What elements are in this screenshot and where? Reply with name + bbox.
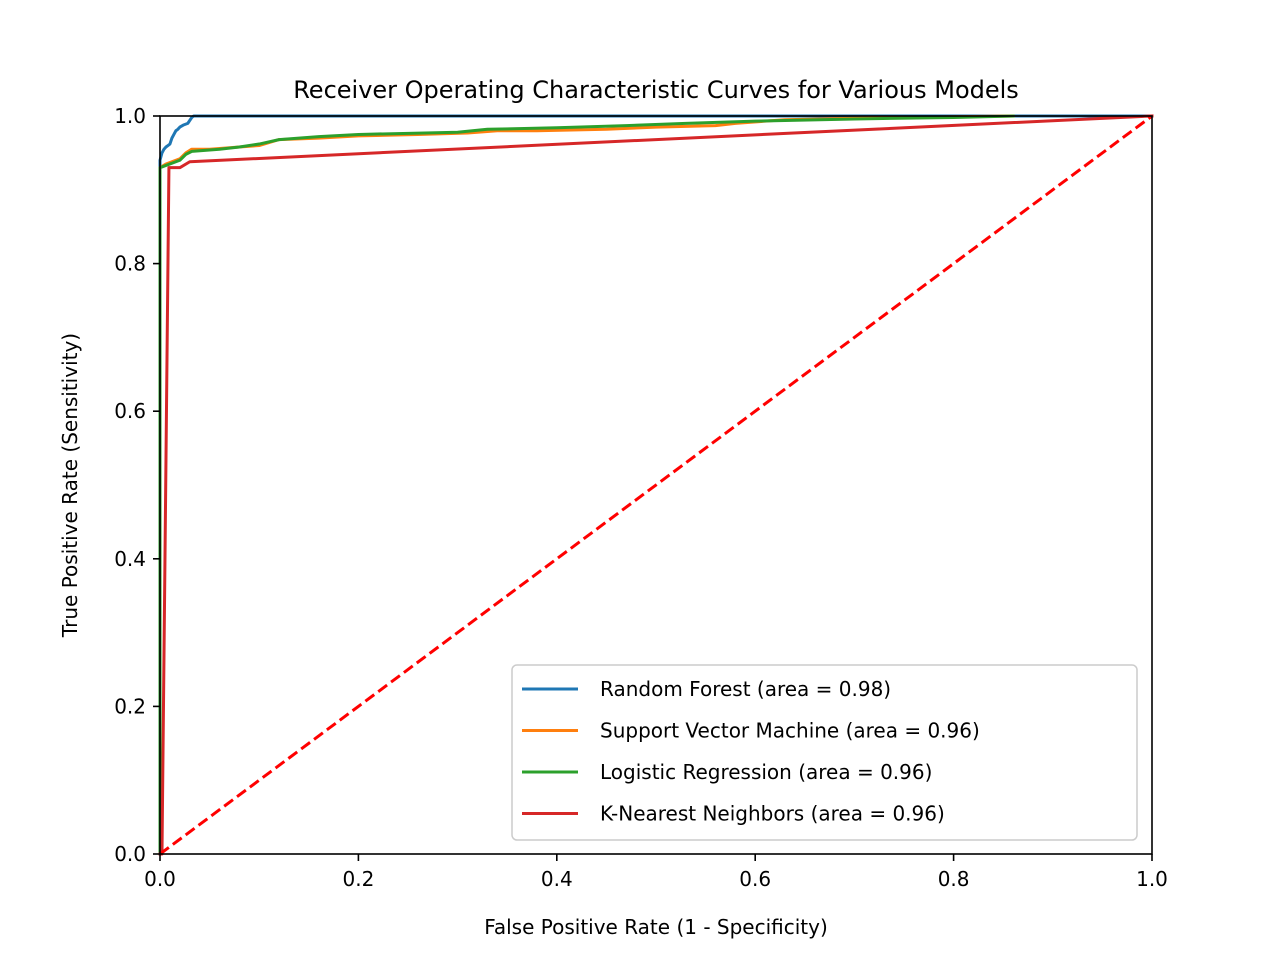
chart-title: Receiver Operating Characteristic Curves… xyxy=(293,76,1019,104)
x-tick-label: 0.2 xyxy=(342,867,374,891)
x-tick-label: 0.6 xyxy=(739,867,771,891)
legend-label-1: Support Vector Machine (area = 0.96) xyxy=(600,719,980,743)
y-tick-label: 0.0 xyxy=(114,842,146,866)
legend-label-3: K-Nearest Neighbors (area = 0.96) xyxy=(600,802,945,826)
legend-box xyxy=(511,664,1138,841)
y-tick-label: 0.8 xyxy=(114,252,146,276)
x-tick-label: 0.0 xyxy=(144,867,176,891)
y-tick-label: 1.0 xyxy=(114,104,146,128)
series-line-2 xyxy=(158,114,1015,856)
y-tick-label: 0.2 xyxy=(114,694,146,718)
legend-label-0: Random Forest (area = 0.98) xyxy=(600,677,891,701)
y-axis: 0.0 0.2 0.4 0.6 0.8 1.0 xyxy=(114,104,160,866)
legend: Random Forest (area = 0.98) Support Vecto… xyxy=(511,664,1138,841)
plot-frame xyxy=(159,115,1153,855)
x-axis: 0.0 0.2 0.4 0.6 0.8 1.0 xyxy=(144,854,1168,891)
x-axis-title: False Positive Rate (1 - Specificity) xyxy=(484,915,828,939)
x-tick-label: 0.8 xyxy=(938,867,970,891)
legend-label-2: Logistic Regression (area = 0.96) xyxy=(600,760,932,784)
y-tick-label: 0.6 xyxy=(114,399,146,423)
series-line-0 xyxy=(158,114,1154,856)
reference-diagonal-line xyxy=(159,114,1153,856)
x-tick-label: 1.0 xyxy=(1136,867,1168,891)
y-axis-title: True Positive Rate (Sensitivity) xyxy=(58,333,82,638)
x-tick-label: 0.4 xyxy=(541,867,573,891)
y-tick-label: 0.4 xyxy=(114,547,146,571)
